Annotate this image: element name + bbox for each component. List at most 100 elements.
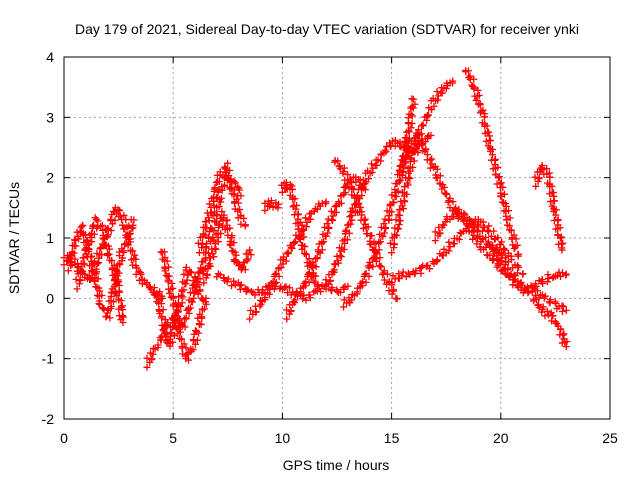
data-point [271, 270, 279, 278]
data-point [452, 204, 460, 212]
data-point [343, 236, 351, 244]
data-point [279, 253, 287, 261]
data-point [311, 255, 319, 263]
data-point [171, 332, 179, 340]
data-point [305, 269, 313, 277]
data-point [375, 262, 383, 270]
data-point [389, 272, 397, 280]
y-tick-label: 2 [46, 170, 54, 186]
data-point [125, 222, 133, 230]
data-point [514, 252, 522, 260]
data-point [91, 277, 99, 285]
data-point [417, 263, 425, 271]
data-point [562, 306, 570, 314]
data-point [408, 119, 416, 127]
data-point [350, 292, 358, 300]
data-point [204, 214, 212, 222]
data-point [510, 245, 518, 253]
data-point [326, 276, 334, 284]
data-point [302, 214, 310, 222]
data-point [484, 251, 492, 259]
data-point [305, 255, 313, 263]
data-point [453, 234, 461, 242]
data-point [379, 269, 387, 277]
data-point [331, 261, 339, 269]
data-point [449, 240, 457, 248]
data-point [415, 131, 423, 139]
data-point [519, 270, 527, 278]
data-point [94, 222, 102, 230]
data-point [430, 102, 438, 110]
data-point [484, 128, 492, 136]
data-point [197, 320, 205, 328]
data-point [79, 260, 87, 268]
data-point [493, 180, 501, 188]
data-point [106, 314, 114, 322]
data-point [510, 275, 518, 283]
data-point [83, 236, 91, 244]
data-point [311, 205, 319, 213]
data-point [508, 256, 516, 264]
data-point [335, 163, 343, 171]
data-point [445, 197, 453, 205]
data-point [210, 236, 218, 244]
data-point [503, 216, 511, 224]
data-point [408, 149, 416, 157]
data-point [174, 315, 182, 323]
data-point [358, 211, 366, 219]
data-point [228, 232, 236, 240]
data-point [513, 262, 521, 270]
data-point [392, 294, 400, 302]
data-point [217, 230, 225, 238]
data-point [137, 270, 145, 278]
data-point [310, 288, 318, 296]
data-point [473, 240, 481, 248]
data-point [118, 245, 126, 253]
data-point [388, 249, 396, 257]
data-point [522, 286, 530, 294]
data-point [334, 288, 342, 296]
y-tick-label: 3 [46, 109, 54, 125]
y-tick-label: 4 [46, 49, 54, 65]
data-point [457, 229, 465, 237]
data-point [557, 233, 565, 241]
data-point [512, 235, 520, 243]
data-point [93, 268, 101, 276]
data-point [112, 265, 120, 273]
data-point [347, 220, 355, 228]
data-point [380, 276, 388, 284]
data-point [358, 192, 366, 200]
data-point [90, 230, 98, 238]
data-point [278, 188, 286, 196]
data-point [140, 277, 148, 285]
data-point [472, 234, 480, 242]
data-point [535, 174, 543, 182]
data-point [390, 286, 398, 294]
data-point [450, 212, 458, 220]
data-point [497, 179, 505, 187]
data-point [381, 225, 389, 233]
series-sat-03 [72, 214, 127, 326]
data-point [328, 284, 336, 292]
data-point [322, 198, 330, 206]
data-point [64, 267, 72, 275]
data-point [547, 296, 555, 304]
data-point [71, 236, 79, 244]
data-point [377, 262, 385, 270]
data-point [362, 269, 370, 277]
data-point [246, 246, 254, 254]
data-point [244, 286, 252, 294]
data-point [408, 137, 416, 145]
data-point [444, 81, 452, 89]
series-sat-20 [462, 67, 522, 260]
data-point [258, 297, 266, 305]
data-point [381, 146, 389, 154]
data-point [558, 308, 566, 316]
data-point [358, 184, 366, 192]
data-point [196, 310, 204, 318]
data-point [391, 186, 399, 194]
data-point [132, 262, 140, 270]
data-point [189, 282, 197, 290]
data-point [256, 296, 264, 304]
data-point [157, 248, 165, 256]
